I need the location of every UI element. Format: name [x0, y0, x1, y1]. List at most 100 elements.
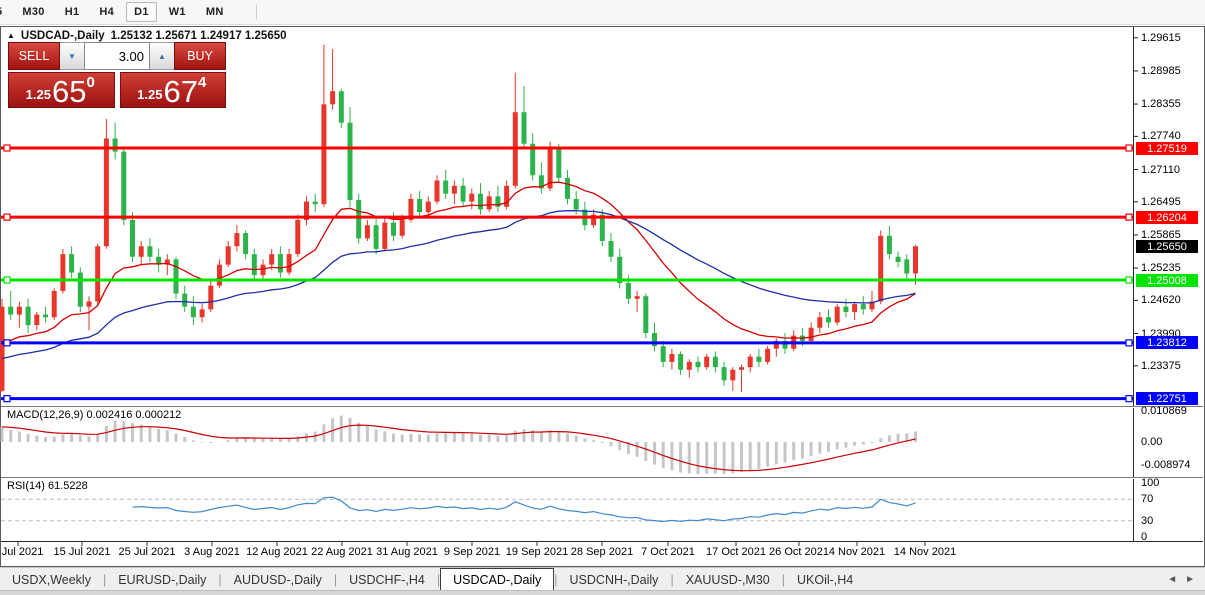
chart-symbol-title: USDCAD-,Daily [20, 30, 105, 42]
date-axis-label: 6 Jul 2021 [0, 546, 44, 558]
tab-eurusd-daily[interactable]: EURUSD-,Daily [118, 572, 207, 587]
rsi-axis-tick: 100 [1141, 477, 1160, 489]
tab-audusd-daily[interactable]: AUDUSD-,Daily [233, 572, 322, 587]
date-axis-label: 14 Nov 2021 [893, 546, 957, 558]
tab-separator: | [218, 572, 222, 587]
price-axis-tick: 1.25235 [1141, 262, 1181, 274]
date-axis-label: 19 Sep 2021 [505, 546, 569, 558]
tab-ukoil-h4[interactable]: UKOil-,H4 [796, 572, 854, 587]
price-axis-tick: 1.29615 [1141, 32, 1181, 44]
moving-averages-layer [1, 181, 916, 360]
buy-price-big: 67 [163, 74, 198, 109]
price-axis-tick: 1.25865 [1141, 229, 1181, 241]
macd-rsi-separator[interactable] [1, 477, 1203, 478]
level-price-label: 1.25008 [1136, 274, 1198, 287]
period-button-h4[interactable]: H4 [99, 6, 115, 18]
tabs-scroll-left-icon[interactable]: ◄ [1167, 574, 1178, 585]
date-axis-label: 7 Oct 2021 [641, 546, 695, 558]
volume-decrease-button[interactable]: ▼ [60, 42, 84, 70]
rsi-axis-tick: 70 [1141, 493, 1154, 505]
level-price-label: 1.23812 [1136, 336, 1198, 349]
tab-xauusd-m30[interactable]: XAUUSD-,M30 [685, 572, 770, 587]
chart-title-row: ▲ USDCAD-,Daily 1.25132 1.25671 1.24917 … [7, 30, 287, 42]
toolbar-separator [255, 4, 257, 20]
price-axis-tick: 1.28985 [1141, 65, 1181, 77]
macd-axis-tick: 0.00 [1141, 436, 1163, 448]
macd-axis-tick: -0.008974 [1141, 459, 1191, 471]
rsi-axis-tick: 0 [1141, 531, 1148, 543]
rsi-label: RSI(14) [7, 480, 45, 492]
tab-separator: | [333, 572, 338, 587]
rsi-label-row: RSI(14) 61.5228 [7, 480, 88, 492]
chart-ohlc-values: 1.25132 1.25671 1.24917 1.25650 [110, 30, 287, 42]
chart-window-frame [0, 26, 1205, 567]
main-macd-separator[interactable] [1, 406, 1203, 407]
tab-separator: | [554, 572, 558, 587]
sell-price-prefix: 1.25 [25, 87, 51, 102]
tabs-scroll-right-icon[interactable]: ► [1185, 574, 1195, 585]
tab-scroll-nav: ◄ ► [1157, 568, 1205, 591]
sell-price-big: 65 [51, 74, 87, 109]
candles-layer [0, 44, 918, 392]
status-bar [0, 590, 1205, 595]
tab-separator: | [102, 572, 107, 587]
buy-price-prefix: 1.25 [137, 87, 163, 102]
period-button-5[interactable]: 5 [0, 2, 10, 22]
date-axis-label: 26 Oct 2021 [769, 546, 829, 558]
date-axis-label: 3 Aug 2021 [184, 546, 240, 558]
tab-separator: | [781, 572, 785, 587]
one-click-trade-panel: SELL ▼ ▲ BUY 1.25 65 0 1.25 67 4 [8, 42, 226, 108]
period-button-m30[interactable]: M30 [22, 6, 45, 18]
price-axis-tick: 1.27110 [1141, 164, 1180, 176]
price-axis-tick: 1.28355 [1141, 98, 1181, 110]
price-axis-tick: 1.24620 [1141, 294, 1181, 306]
date-axis-label: 4 Nov 2021 [828, 546, 886, 558]
level-price-label: 1.27519 [1136, 142, 1198, 155]
period-toolbar: 5 M30 H1 H4 D1 W1 MN [0, 0, 1205, 25]
volume-input[interactable] [84, 42, 150, 70]
tab-usdcnh-daily[interactable]: USDCNH-,Daily [569, 572, 659, 587]
sell-price-sup: 0 [86, 74, 95, 91]
buy-price-box[interactable]: 1.25 67 4 [119, 72, 226, 109]
sell-price-box[interactable]: 1.25 65 0 [8, 72, 115, 108]
tab-usdcad-daily[interactable]: USDCAD-,Daily [440, 568, 555, 591]
price-axis-tick: 1.23375 [1141, 360, 1181, 372]
macd-label: MACD(12,26,9) [7, 409, 84, 421]
period-button-h1[interactable]: H1 [64, 6, 80, 18]
volume-increase-button[interactable]: ▲ [150, 42, 174, 70]
level-price-label: 1.26204 [1136, 211, 1198, 224]
collapse-panel-icon[interactable]: ▲ [7, 30, 15, 40]
date-axis-label: 28 Sep 2021 [570, 546, 634, 558]
buy-button[interactable]: BUY [174, 42, 226, 70]
tab-separator: | [436, 572, 441, 587]
date-axis-label: 15 Jul 2021 [53, 546, 111, 558]
date-axis-label: 17 Oct 2021 [706, 546, 766, 558]
date-ticks-layer [17, 37, 1138, 546]
date-axis-label: 25 Jul 2021 [118, 546, 176, 558]
level-price-label: 1.22751 [1136, 392, 1198, 405]
buy-price-sup: 4 [197, 74, 207, 91]
tab-usdx-weekly[interactable]: USDX,Weekly [12, 572, 91, 587]
price-axis-border [1133, 27, 1134, 541]
price-axis-tick: 1.27740 [1141, 130, 1181, 142]
macd-layer [0, 415, 917, 475]
macd-axis-tick: 0.010869 [1141, 405, 1187, 417]
chart-dates-separator [1, 541, 1203, 542]
period-button-mn[interactable]: MN [205, 6, 224, 18]
macd-values: 0.002416 0.000212 [86, 409, 182, 421]
rsi-axis-tick: 30 [1141, 515, 1154, 527]
date-axis-label: 12 Aug 2021 [246, 546, 308, 558]
date-axis-label: 31 Aug 2021 [376, 546, 438, 558]
date-axis-label: 9 Sep 2021 [443, 546, 501, 558]
period-button-w1[interactable]: W1 [168, 6, 186, 18]
tab-usdchf-h4[interactable]: USDCHF-,H4 [349, 572, 425, 587]
period-button-d1[interactable]: D1 [126, 2, 157, 22]
tab-separator: | [670, 572, 674, 587]
chart-tab-bar: USDX,Weekly | EURUSD-,Daily | AUDUSD-,Daily |… [0, 567, 1205, 591]
current-price-label: 1.25650 [1136, 240, 1198, 253]
sell-button[interactable]: SELL [8, 42, 60, 70]
horizontal-lines-layer [1, 144, 1133, 403]
date-axis-label: 22 Aug 2021 [311, 546, 373, 558]
